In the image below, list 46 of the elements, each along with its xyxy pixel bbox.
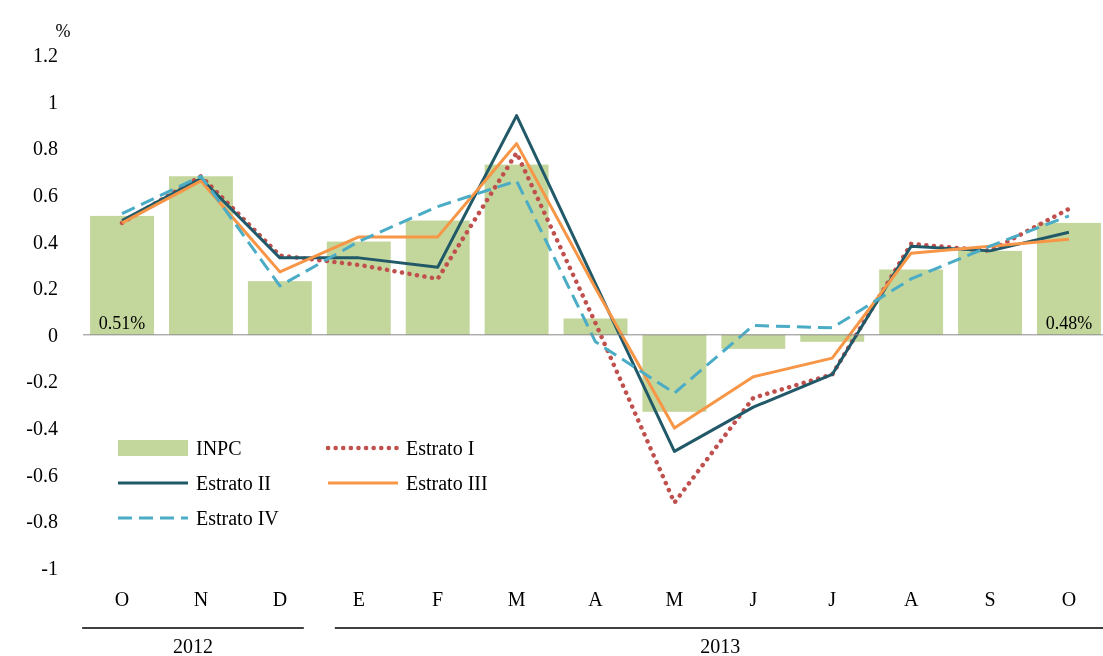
y-tick-label: -1 [41, 557, 58, 579]
y-tick-label: 1.2 [33, 44, 58, 66]
x-tick-label: E [352, 588, 365, 610]
x-tick-label: O [1061, 588, 1077, 610]
text: 2013 [700, 635, 741, 656]
legend-label: Estrato II [196, 472, 271, 494]
y-tick-label: -0.8 [26, 510, 58, 533]
x-tick-label: M [665, 588, 684, 610]
bar [958, 250, 1022, 335]
bar [484, 164, 549, 335]
x-tick-label: M [507, 588, 526, 610]
y-tick-label: 0.2 [33, 277, 58, 300]
bar [90, 215, 155, 335]
y-tick-label: 0.6 [33, 183, 58, 206]
bar [247, 281, 312, 335]
data-label: 0.48% [1045, 312, 1093, 333]
bar [642, 334, 707, 412]
x-tick-label: J [749, 588, 758, 610]
bar [405, 220, 470, 335]
y-axis-title: % [55, 21, 71, 41]
x-tick-label: S [984, 588, 996, 610]
y-tick-label: -0.4 [26, 417, 58, 440]
bar [879, 269, 944, 335]
text: 2012 [172, 635, 213, 656]
y-tick-label: 0 [48, 323, 58, 346]
x-tick-label: N [193, 588, 209, 610]
y-tick-label: 1 [48, 90, 58, 113]
data-label: 0.51% [98, 312, 146, 333]
bar [721, 334, 786, 349]
y-tick-label: -0.2 [26, 370, 58, 393]
legend-label: Estrato IV [196, 507, 280, 529]
x-tick-label: J [828, 588, 837, 610]
bar [169, 176, 233, 335]
x-tick-label: A [903, 588, 919, 610]
legend-label: Estrato III [406, 472, 488, 494]
bar [326, 241, 391, 335]
x-tick-label: F [432, 588, 444, 610]
legend-label: Estrato I [406, 437, 475, 459]
bar [1036, 222, 1101, 335]
y-tick-label: 0.4 [33, 230, 58, 253]
x-tick-label: A [588, 588, 604, 610]
legend-label: INPC [196, 437, 242, 459]
y-tick-label: -0.6 [26, 463, 58, 486]
x-tick-label: O [114, 588, 130, 610]
y-tick-label: 0.8 [33, 137, 58, 160]
x-tick-label: D [272, 588, 288, 610]
